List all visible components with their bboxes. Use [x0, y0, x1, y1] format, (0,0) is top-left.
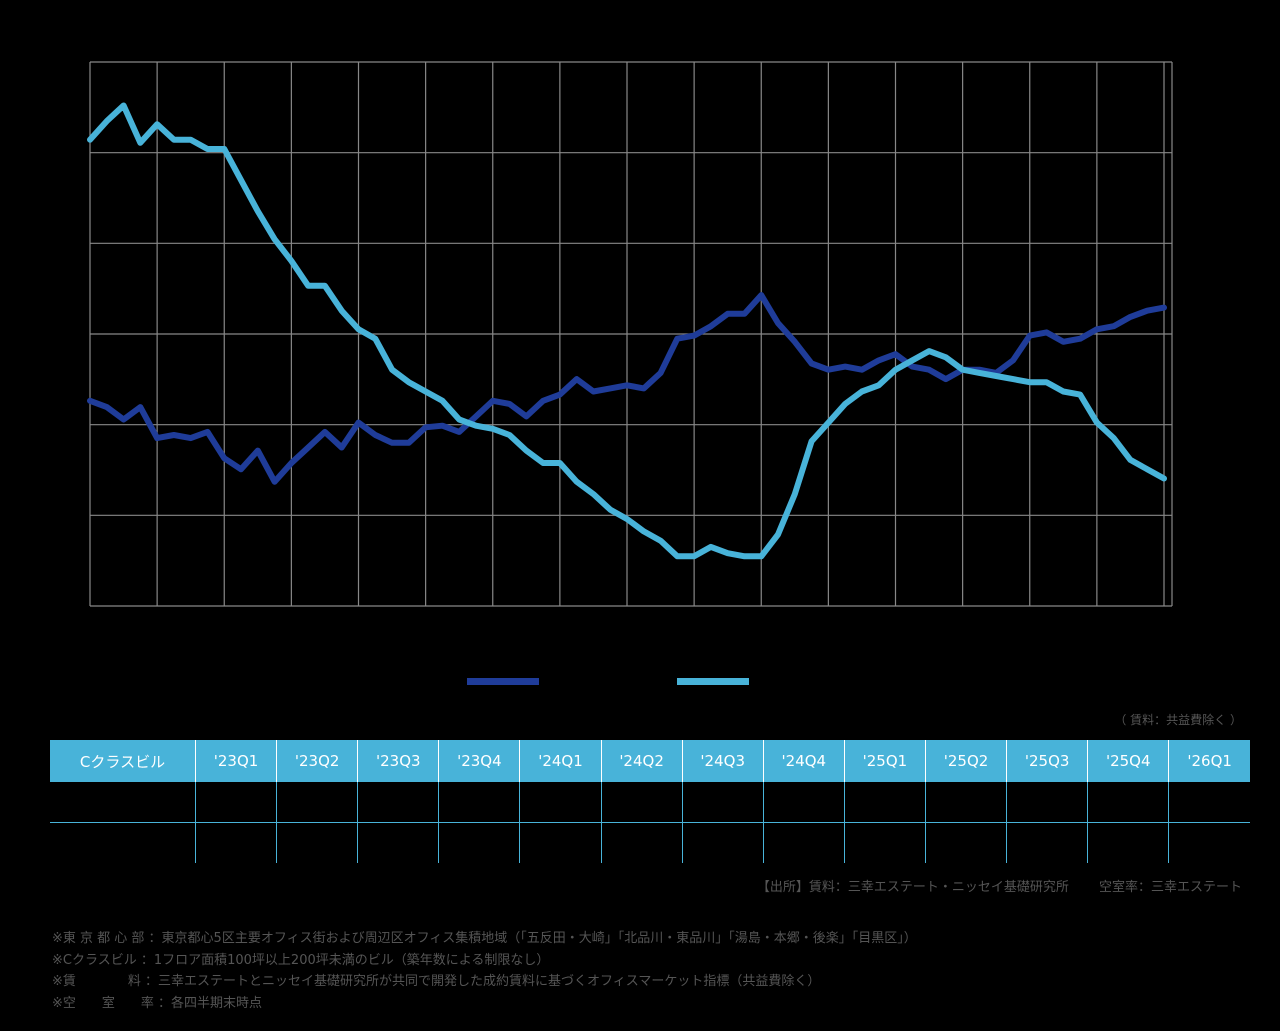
- table-cell: [194, 822, 277, 863]
- table-header-quarter: '24Q1: [519, 740, 602, 782]
- chart-grid: [89, 61, 1173, 607]
- table-cell: [1168, 782, 1250, 823]
- table-cell: [50, 782, 196, 823]
- data-table: Cクラスビル '23Q1'23Q2'23Q3'23Q4'24Q1'24Q2'24Q…: [50, 740, 1250, 863]
- legend-swatch-series-2: [677, 678, 749, 685]
- table-header-quarter: '26Q1: [1168, 740, 1250, 782]
- table-row: [50, 822, 1250, 864]
- table-cell: [762, 782, 845, 823]
- table-cell: [1006, 782, 1088, 823]
- table-cell: [1006, 822, 1088, 863]
- legend-swatch-series-1: [467, 678, 539, 685]
- footnotes: ※東 京 都 心 部 ：東京都心5区主要オフィス街および周辺区オフィス集積地域（…: [52, 928, 917, 1014]
- series-line-1: [87, 292, 1167, 485]
- footnote-vacancy: ※空 室 率 ：各四半期末時点: [52, 995, 263, 1011]
- table-row: [50, 782, 1250, 823]
- chart-series: [87, 102, 1167, 560]
- chart-legend: [0, 660, 1280, 700]
- footnote-c-class: ※Cクラスビル ：1フロア面積100坪以上200坪未満のビル（築年数による制限な…: [52, 952, 550, 968]
- table-header-quarter: '25Q1: [843, 740, 926, 782]
- footer-source: 【出所】賃料：三幸エステート・ニッセイ基礎研究所 空室率：三幸エステート: [757, 876, 1242, 895]
- table-header-quarter: '24Q3: [681, 740, 764, 782]
- table-header-category: Cクラスビル: [50, 740, 196, 782]
- table-header-quarter: '23Q4: [438, 740, 520, 782]
- table-cell: [519, 822, 602, 863]
- table-cell: [438, 822, 520, 863]
- table-header-quarter: '25Q4: [1087, 740, 1169, 782]
- footnote-rent: ※賃 料 ：三幸エステートとニッセイ基礎研究所が共同で開発した成約賃料に基づくオ…: [52, 974, 821, 989]
- line-chart: [87, 61, 1173, 607]
- table-cell: [681, 782, 764, 823]
- table-header-row: Cクラスビル '23Q1'23Q2'23Q3'23Q4'24Q1'24Q2'24Q…: [50, 740, 1250, 782]
- table-cell: [762, 822, 845, 863]
- table-header-quarter: '25Q2: [924, 740, 1007, 782]
- table-cell: [600, 822, 683, 863]
- table-cell: [1087, 782, 1169, 823]
- table-cell: [357, 822, 439, 863]
- table-header-quarter: '24Q4: [762, 740, 845, 782]
- source-vacancy: 空室率：三幸エステート: [1098, 880, 1242, 895]
- table-cell: [357, 782, 439, 823]
- source-rent: 【出所】賃料：三幸エステート・ニッセイ基礎研究所: [756, 880, 1069, 895]
- table-cell: [438, 782, 520, 823]
- footnote-area: ※東 京 都 心 部 ：東京都心5区主要オフィス街および周辺区オフィス集積地域（…: [52, 931, 917, 946]
- table-header-quarter: '24Q2: [600, 740, 683, 782]
- table-header-quarter: '23Q1: [194, 740, 277, 782]
- table-header-quarter: '23Q3: [357, 740, 439, 782]
- table-cell: [843, 782, 926, 823]
- table-header-quarter: '25Q3: [1006, 740, 1088, 782]
- table-cell: [1168, 822, 1250, 863]
- table-cell: [276, 782, 358, 823]
- series-line-2: [87, 102, 1167, 560]
- rent-basis-note: （ 賃料：共益費除く ）: [1114, 713, 1242, 727]
- table-cell: [600, 782, 683, 823]
- table-cell: [843, 822, 926, 863]
- table-cell: [681, 822, 764, 863]
- table-header-quarter: '23Q2: [276, 740, 358, 782]
- table-cell: [194, 782, 277, 823]
- table-cell: [924, 822, 1007, 863]
- table-cell: [1087, 822, 1169, 863]
- table-cell: [924, 782, 1007, 823]
- table-cell: [50, 823, 196, 864]
- table-body: [50, 782, 1250, 863]
- table-cell: [519, 782, 602, 823]
- table-cell: [276, 822, 358, 863]
